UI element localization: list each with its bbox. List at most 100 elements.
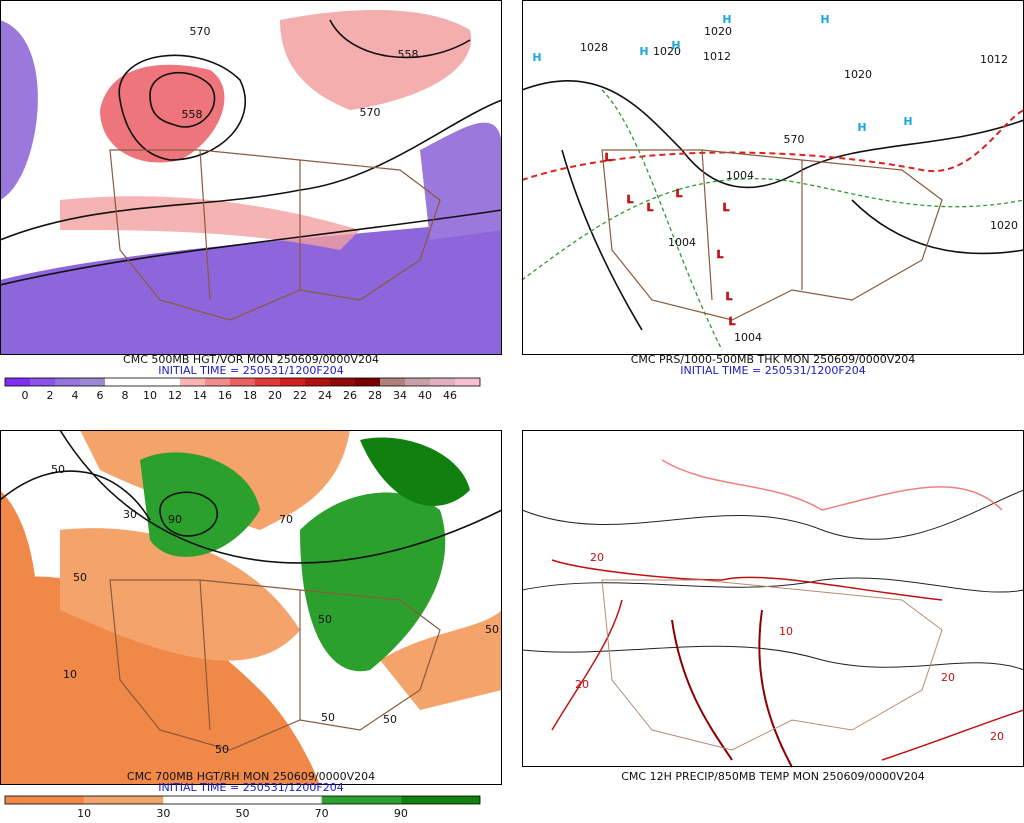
contour-label: 20	[990, 730, 1004, 743]
colorbar-label: 46	[443, 389, 457, 402]
colorbar-swatch	[30, 378, 55, 386]
colorbar-label: 12	[168, 389, 182, 402]
contour-label: 50	[485, 623, 499, 636]
contour-label: 10	[779, 625, 793, 638]
colorbar-swatch	[105, 378, 130, 386]
colorbar-swatch	[163, 796, 243, 804]
colorbar-label: 20	[268, 389, 282, 402]
contour-label: 30	[123, 508, 137, 521]
colorbar-swatch	[205, 378, 230, 386]
map-bg	[522, 0, 1024, 355]
thickness	[521, 178, 1024, 281]
low-marker: L	[626, 193, 633, 206]
contour-label: 1012	[703, 50, 731, 63]
contour-label: 1028	[580, 41, 608, 54]
colorbar-label: 34	[393, 389, 407, 402]
contour	[521, 645, 1024, 671]
vort-area	[0, 20, 38, 200]
colorbar-label: 2	[47, 389, 54, 402]
contour-label: 558	[182, 108, 203, 121]
colorbar-swatch	[380, 378, 405, 386]
colorbar-swatch	[400, 796, 480, 804]
contour	[521, 577, 1024, 593]
initial-time: INITIAL TIME = 250531/1200F204	[680, 364, 865, 377]
contour	[851, 199, 1024, 255]
vort-area	[0, 220, 502, 355]
high-marker: H	[903, 115, 912, 128]
colorbar-swatch	[321, 796, 401, 804]
temp-contour	[671, 609, 793, 768]
rh-moist	[360, 437, 470, 506]
low-marker: L	[725, 290, 732, 303]
high-marker: H	[532, 51, 541, 64]
contour-label: 1004	[734, 331, 762, 344]
colorbar-swatch	[155, 378, 180, 386]
colorbar-label: 6	[97, 389, 104, 402]
borders	[601, 579, 943, 751]
colorbar-label: 8	[122, 389, 129, 402]
contour-label: 570	[784, 133, 805, 146]
initial-time: INITIAL TIME = 250531/1200F204	[158, 781, 343, 794]
colorbar-label: 10	[77, 807, 91, 819]
temp-contour	[551, 599, 1024, 761]
colorbar-swatch	[455, 378, 480, 386]
panel-humidity: 50 50 30 90 70 50 10 50 50 50 50	[0, 429, 503, 785]
contour	[118, 54, 246, 161]
colorbar-swatch	[405, 378, 430, 386]
map-frame	[0, 430, 502, 785]
contour	[521, 489, 1024, 540]
colorbar-label: 40	[418, 389, 432, 402]
colorbar-label: 24	[318, 389, 332, 402]
contour	[0, 470, 151, 521]
colorbar-label: 14	[193, 389, 207, 402]
contour	[329, 19, 471, 59]
colorbar-swatch	[5, 378, 30, 386]
low-marker: L	[716, 248, 723, 261]
colorbar-swatch	[305, 378, 330, 386]
thickness	[601, 89, 723, 351]
low-marker: L	[728, 315, 735, 328]
rh-dry	[60, 528, 300, 661]
vort-area	[100, 64, 225, 163]
contour-label: 20	[575, 678, 589, 691]
contour-label: 10	[63, 668, 77, 681]
low-marker: L	[604, 151, 611, 164]
contour-label: 1004	[668, 236, 696, 249]
colorbar-label: 18	[243, 389, 257, 402]
contour-label: 20	[941, 671, 955, 684]
high-marker: H	[820, 13, 829, 26]
colorbar-swatch	[280, 378, 305, 386]
map-bg	[522, 430, 1024, 767]
colorbar-label: 28	[368, 389, 382, 402]
contour	[149, 71, 216, 128]
temp-contour	[551, 559, 943, 601]
colorbar-label: 50	[236, 807, 250, 819]
contour-label: 50	[51, 463, 65, 476]
contour	[521, 80, 1024, 189]
colorbar-label: 90	[394, 807, 408, 819]
contour	[159, 491, 218, 537]
contour-label: 1004	[726, 169, 754, 182]
low-marker: L	[722, 201, 729, 214]
contour-label: 20	[590, 551, 604, 564]
panel-pressure: 1028 1020 1020 1012 1020 1012 1020 1004 1004 1004…	[521, 0, 1024, 355]
colorbar-label: 10	[143, 389, 157, 402]
contour-label: 570	[190, 25, 211, 38]
map-caption: CMC PRS/1000-500MB THK MON 250609/0000V2…	[631, 353, 916, 366]
high-marker: H	[722, 13, 731, 26]
colorbar-swatch	[130, 378, 155, 386]
contour-label: 558	[398, 48, 419, 61]
map-caption: CMC 500MB HGT/VOR MON 250609/0000V204	[123, 353, 379, 366]
contour-label: 1020	[844, 68, 872, 81]
colorbar-label: 0	[22, 389, 29, 402]
colorbar-label: 26	[343, 389, 357, 402]
colorbar-label: 4	[72, 389, 79, 402]
colorbar-label: 30	[156, 807, 170, 819]
low-marker: L	[675, 187, 682, 200]
temp-contour	[661, 459, 1003, 511]
colorbar-frame	[4, 377, 481, 387]
colorbar-swatch	[5, 796, 85, 804]
borders	[109, 579, 441, 751]
contour-label: 1020	[990, 219, 1018, 232]
